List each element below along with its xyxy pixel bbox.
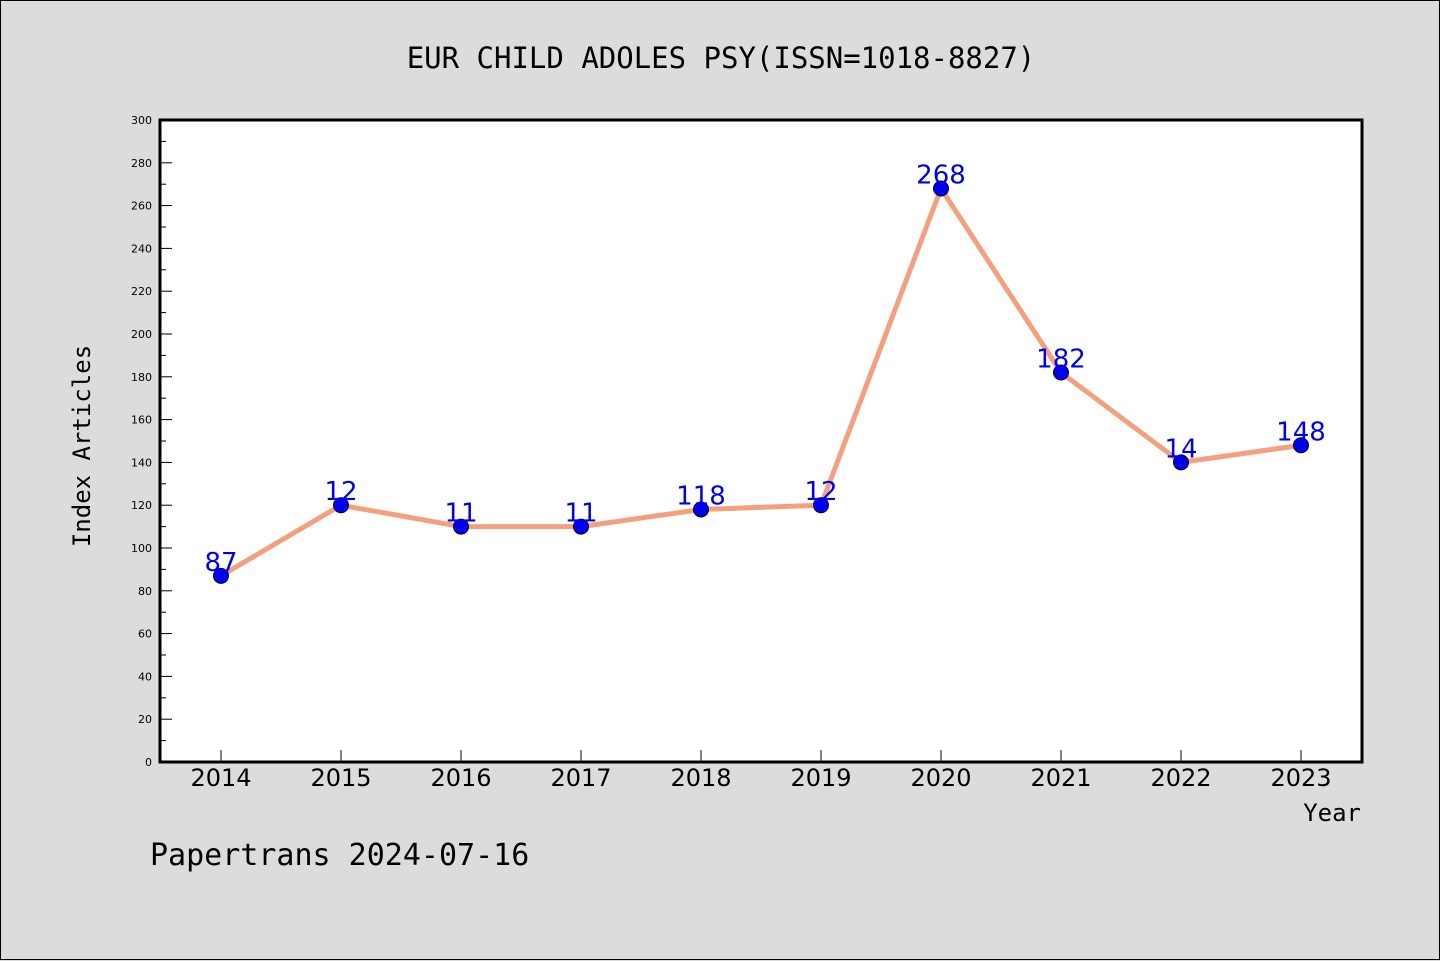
- chart-title: EUR CHILD ADOLES PSY(ISSN=1018-8827): [407, 41, 1036, 75]
- data-labels: 87 12 11 11 118 12 268 182 14 148: [204, 160, 1325, 577]
- data-point: [1173, 454, 1189, 471]
- x-tick-label: 2014: [190, 764, 251, 792]
- y-tick-label: 120: [131, 499, 152, 512]
- y-tick-label: 260: [131, 200, 152, 213]
- data-label: 268: [916, 160, 966, 190]
- y-tick-label: 300: [131, 114, 152, 127]
- y-tick-label: 220: [131, 285, 152, 298]
- data-point: [693, 501, 709, 518]
- x-axis-label: Year: [1303, 799, 1361, 827]
- data-point: [453, 518, 469, 535]
- x-tick-label: 2019: [790, 764, 851, 792]
- x-tick-label: 2016: [430, 764, 491, 792]
- y-tick-label: 100: [131, 542, 152, 555]
- y-tick-label: 60: [138, 628, 152, 641]
- footer-text: Papertrans 2024-07-16: [150, 838, 529, 873]
- data-point: [573, 518, 589, 535]
- data-label: 11: [564, 499, 597, 529]
- x-tick-label: 2017: [550, 764, 611, 792]
- x-tick-label: 2018: [670, 764, 731, 792]
- x-tick-label: 2020: [910, 764, 971, 792]
- data-label: 12: [804, 477, 837, 507]
- data-point: [1053, 364, 1069, 381]
- data-point: [933, 180, 949, 197]
- series-line: [218, 185, 1304, 579]
- y-tick-label: 40: [138, 670, 152, 683]
- data-label: 87: [204, 548, 237, 578]
- y-tick-label: 160: [131, 414, 152, 427]
- y-axis-label: Index Articles: [68, 345, 96, 547]
- series-markers: [213, 180, 1309, 584]
- data-label: 148: [1276, 417, 1326, 447]
- data-label: 11: [444, 499, 477, 529]
- data-point: [213, 567, 229, 584]
- y-tick-label: 180: [131, 371, 152, 384]
- y-tick-label: 240: [131, 242, 152, 255]
- data-point: [1293, 437, 1309, 454]
- data-point: [333, 497, 349, 514]
- data-label: 14: [1164, 434, 1197, 464]
- x-axis: 2014 2015 2016 2017 2018 2019 2020 2021 2022 2023: [190, 750, 1332, 792]
- y-tick-label: 140: [131, 456, 152, 469]
- y-tick-label: 200: [131, 328, 152, 341]
- x-tick-label: 2015: [310, 764, 371, 792]
- y-tick-label: 0: [145, 756, 152, 769]
- data-point: [813, 497, 829, 514]
- series-polyline: [218, 185, 1304, 579]
- x-tick-label: 2023: [1270, 764, 1331, 792]
- data-label: 118: [676, 481, 726, 511]
- plot-area: [158, 118, 1364, 764]
- data-label: 12: [324, 477, 357, 507]
- data-label: 182: [1036, 345, 1086, 375]
- y-tick-label: 80: [138, 585, 152, 598]
- x-tick-label: 2022: [1150, 764, 1211, 792]
- y-axis: 0 20 40 60 80 100 120 140 160 180 200 220 240 260 280 3…: [131, 114, 172, 769]
- y-tick-label: 280: [131, 157, 152, 170]
- y-tick-label: 20: [138, 713, 152, 726]
- x-tick-label: 2021: [1030, 764, 1091, 792]
